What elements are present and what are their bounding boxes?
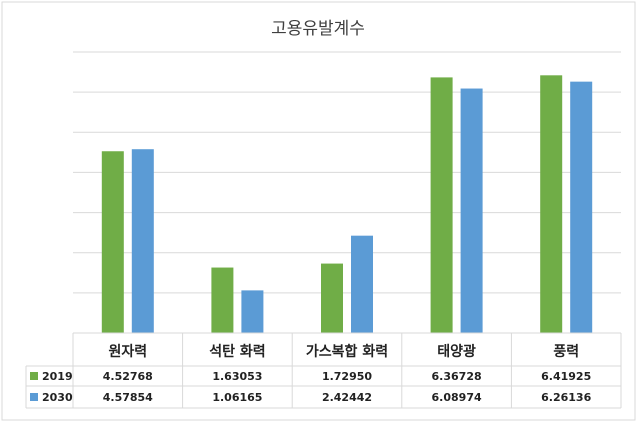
data-label: 6.26136 — [541, 391, 591, 404]
legend-label: 2019 — [42, 370, 73, 383]
category-label: 석탄 화력 — [209, 343, 265, 360]
chart-title: 고용유발계수 — [271, 19, 365, 39]
bar-2030-1 — [241, 290, 264, 333]
category-label: 태양광 — [437, 343, 476, 360]
data-label: 6.08974 — [432, 391, 482, 404]
data-label: 6.41925 — [541, 370, 591, 383]
bar-2030-2 — [351, 235, 373, 333]
data-label: 2.42442 — [322, 391, 372, 404]
bar-2019-2 — [321, 263, 343, 333]
bars — [101, 75, 593, 334]
category-label: 가스복합 화력 — [306, 343, 388, 360]
category-label: 풍력 — [553, 344, 579, 360]
bar-2030-4 — [570, 81, 593, 333]
bar-2019-0 — [101, 151, 124, 333]
bar-2019-3 — [430, 77, 453, 333]
bar-2019-4 — [540, 75, 563, 334]
data-label: 4.52768 — [103, 370, 153, 383]
data-label: 1.72950 — [322, 370, 372, 383]
data-label: 6.36728 — [432, 370, 482, 383]
category-label: 원자력 — [108, 344, 147, 360]
data-label: 1.06165 — [212, 391, 262, 404]
data-label: 1.63053 — [212, 370, 262, 383]
bar-2019-1 — [211, 267, 234, 333]
legend-key-2019 — [30, 372, 38, 380]
gridlines — [73, 51, 621, 294]
bar-2030-0 — [131, 149, 154, 333]
data-label: 4.57854 — [103, 391, 153, 404]
bar-2030-3 — [460, 88, 483, 333]
legend-label: 2030 — [42, 391, 73, 404]
legend-key-2030 — [30, 393, 38, 401]
data-table: 원자력 석탄 화력 가스복합 화력 태양광 풍력 2019 4.52768 1.63053 1.… — [25, 332, 622, 409]
